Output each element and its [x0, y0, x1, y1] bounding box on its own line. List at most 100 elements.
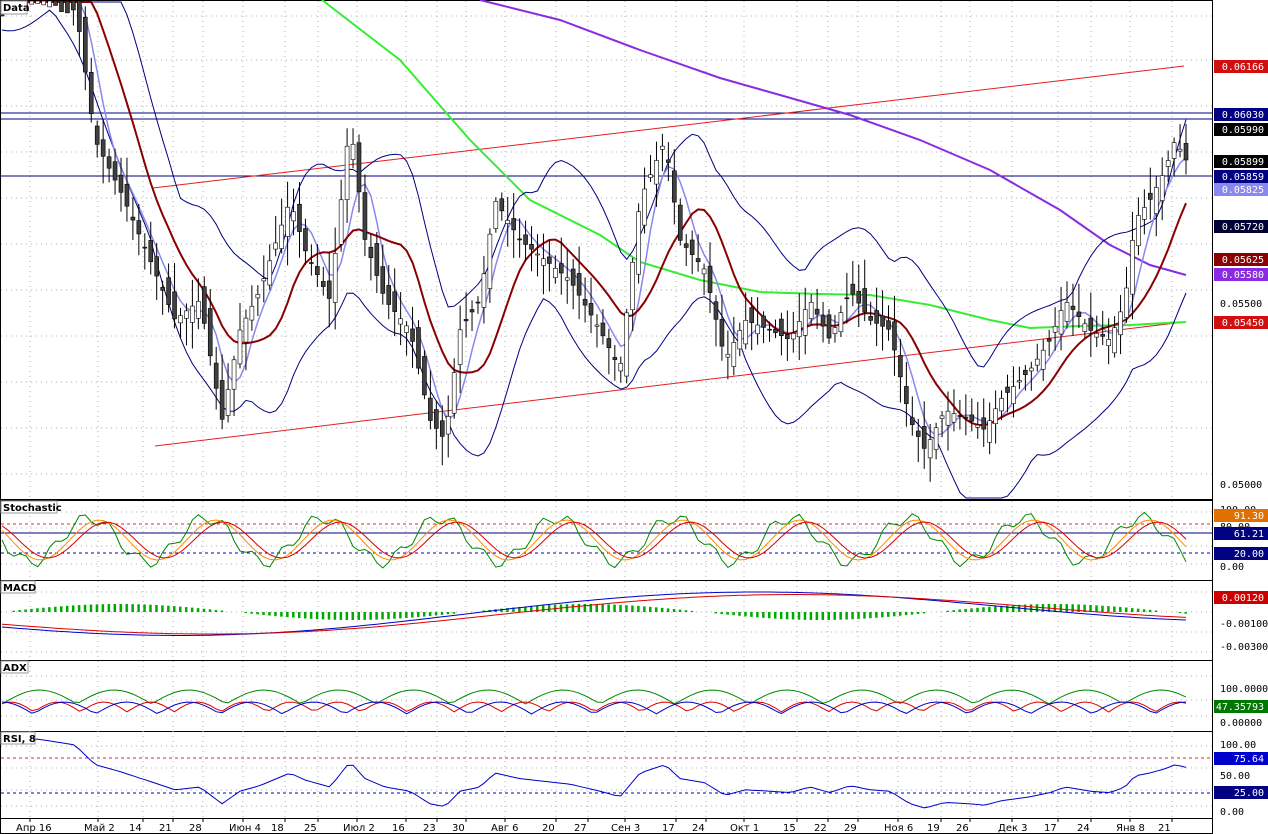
macd-histogram-bar [196, 608, 200, 612]
stoch-k-line [1, 511, 1187, 569]
main-panel[interactable] [0, 0, 1213, 500]
candle [927, 439, 933, 459]
macd-histogram-bar [190, 607, 194, 612]
candle [172, 291, 177, 320]
time-label: 15 [783, 823, 796, 834]
adx-panel[interactable] [0, 660, 1213, 732]
candle [731, 342, 737, 367]
candle [642, 188, 647, 226]
candle [701, 268, 707, 275]
macd-histogram-bar [1029, 604, 1033, 612]
macd-histogram-bar [857, 612, 860, 619]
adx-panel-label: ADX [3, 663, 27, 674]
macd-histogram-bar [119, 604, 122, 612]
macd-panel[interactable] [0, 580, 1213, 661]
candle [380, 266, 386, 294]
macd-histogram-bar [613, 604, 616, 612]
price-tick: 0.05500 [1220, 299, 1262, 310]
ma-slow-purple [479, 0, 1187, 276]
time-label: 25 [304, 823, 317, 834]
macd-histogram-bar [1065, 604, 1069, 612]
candle [338, 199, 344, 245]
rsi-panel[interactable] [0, 731, 1213, 819]
stoch-panel-label: Stochastic [3, 503, 62, 514]
candle [779, 318, 784, 337]
macd-histogram-bar [607, 604, 610, 612]
macd-histogram-bar [500, 608, 503, 612]
candle [618, 363, 624, 372]
macd-histogram-bar [280, 612, 283, 617]
macd-histogram-bar [887, 612, 890, 617]
time-label: 24 [692, 823, 705, 834]
candle [279, 224, 284, 249]
candle [999, 398, 1004, 412]
candle [344, 145, 350, 201]
macd-histogram-bar [684, 610, 688, 612]
macd-histogram-bar [881, 612, 884, 618]
candle [576, 273, 582, 296]
macd-histogram-bar [1107, 606, 1110, 612]
candle [439, 420, 445, 437]
macd-histogram-bar [1113, 606, 1116, 612]
macd-histogram-bar [369, 612, 372, 620]
candle [856, 290, 862, 304]
macd-histogram-bar [71, 605, 75, 612]
time-label: 23 [423, 823, 436, 834]
macd-histogram-bar [1130, 608, 1134, 612]
time-label: 27 [574, 823, 587, 834]
macd-histogram-bar [173, 606, 176, 612]
adx-tick: 0.00000 [1220, 718, 1262, 729]
macd-histogram-bar [869, 612, 872, 619]
macd-histogram-bar [809, 612, 813, 620]
candle [713, 301, 719, 320]
candle [791, 333, 796, 340]
candle [1052, 326, 1058, 333]
main-panel-label: Data [3, 3, 30, 14]
candle [184, 310, 189, 319]
macd-histogram-bar [821, 612, 825, 620]
candle [826, 314, 832, 339]
candle [1130, 240, 1135, 295]
macd-histogram-bar [506, 608, 509, 612]
stoch-panel[interactable] [0, 500, 1213, 581]
candle [969, 414, 975, 422]
candle [802, 309, 808, 336]
candle [880, 315, 885, 327]
candle [41, 0, 46, 6]
stoch-tag-bg [1214, 509, 1268, 522]
candle [1148, 192, 1153, 200]
candle [1005, 386, 1010, 393]
macd-histogram-bar [1154, 610, 1158, 612]
candle [154, 256, 159, 277]
candle [785, 334, 790, 339]
candle [219, 380, 225, 420]
indicator-layer [1, 511, 1212, 809]
trendline-lower[interactable] [154, 321, 1185, 447]
candle [939, 415, 945, 419]
macd-histogram-bar [36, 608, 39, 612]
macd-histogram-bar [1077, 604, 1080, 612]
candle [594, 324, 600, 327]
candle [814, 308, 820, 315]
time-label: 21 [1158, 823, 1171, 834]
time-label: 21 [159, 823, 172, 834]
candle [404, 325, 409, 333]
adx-minus-di-line [1, 701, 1187, 715]
candle [255, 294, 261, 299]
macd-histogram-bar [309, 612, 313, 619]
trendline-upper[interactable] [152, 65, 1185, 189]
time-label: 18 [271, 823, 284, 834]
macd-histogram-bar [1101, 605, 1104, 612]
candle [77, 0, 82, 32]
time-label: Май 2 [84, 823, 115, 834]
rsi-tick: 50.00 [1220, 771, 1250, 782]
candle [94, 125, 100, 145]
candle [1106, 339, 1111, 347]
candle [243, 317, 249, 343]
price-tag-bg [1214, 253, 1268, 266]
macd-histogram-bar [952, 610, 955, 612]
macd-histogram-bar [863, 612, 866, 619]
candle [951, 413, 957, 423]
macd-histogram-bar [83, 604, 87, 612]
